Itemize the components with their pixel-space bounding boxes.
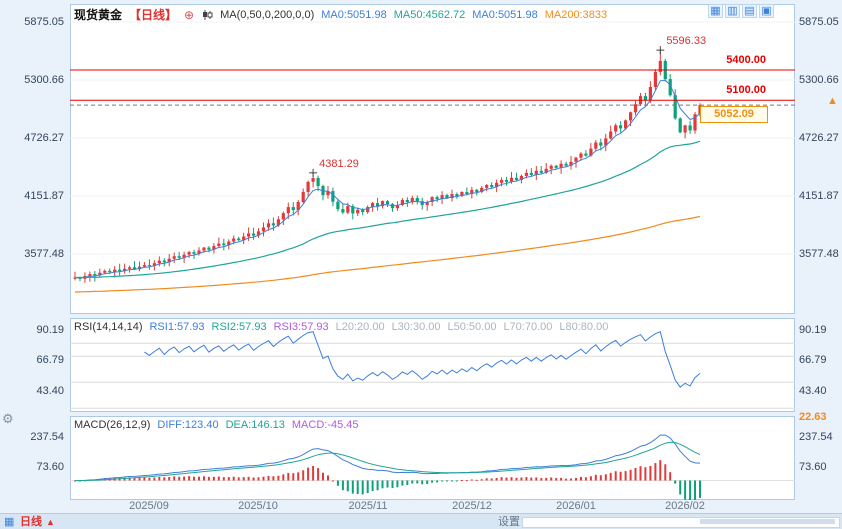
layout-grid-icon[interactable]: ▦	[708, 4, 723, 18]
ma50-value: MA50:4562.72	[393, 8, 466, 21]
horizontal-scrollbar[interactable]	[522, 517, 840, 528]
period-tab-arrow-icon[interactable]: ▲	[46, 517, 55, 527]
macd-dea-value: DEA:146.13	[225, 419, 285, 431]
price-axis-label: 4151.87	[24, 190, 64, 202]
period-tab-daily[interactable]: 日线	[20, 516, 42, 528]
price-axis-label: 5875.05	[799, 16, 839, 28]
rsi-current-value: 22.63	[799, 411, 827, 423]
price-axis-label: 5300.66	[799, 74, 839, 86]
macd-header: MACD(26,12,9) DIFF:123.40 DEA:146.13 MAC…	[74, 419, 359, 431]
macd-axis-label: 73.60	[36, 461, 64, 473]
time-axis-label: 2026/01	[556, 500, 596, 512]
rsi2-value: RSI2:57.93	[211, 321, 267, 333]
layout-columns-icon[interactable]: ▥	[725, 4, 740, 18]
rsi-title[interactable]: RSI(14,14,14)	[74, 321, 143, 333]
macd-axis-label: 237.54	[30, 431, 64, 443]
macd-axis-label: 73.60	[799, 461, 827, 473]
candlestick-icon	[203, 9, 213, 20]
rsi-l70-label: L70:70.00	[503, 321, 553, 333]
ma200-value: MA200:3833	[544, 8, 608, 21]
rsi-axis-label: 43.40	[799, 385, 827, 397]
indicator-gear-icon[interactable]: ⚙	[2, 411, 14, 426]
last-price-badge: 5052.09	[700, 106, 768, 123]
rsi-l80-label: L80:80.00	[559, 321, 609, 333]
rsi-l30-label: L30:30.00	[391, 321, 441, 333]
main-chart-panel[interactable]	[70, 4, 795, 314]
alert-line-label[interactable]: 5400.00	[726, 54, 766, 66]
layout-single-icon[interactable]: ▣	[759, 4, 774, 18]
time-axis-label: 2025/11	[348, 500, 388, 512]
time-axis-label: 2025/09	[129, 500, 169, 512]
symbol-name[interactable]: 现货黄金	[74, 8, 123, 22]
time-axis-label: 2026/02	[665, 500, 705, 512]
price-axis-label: 4726.27	[24, 132, 64, 144]
add-indicator-icon[interactable]: ⊕	[184, 7, 195, 22]
time-axis-label: 2025/12	[452, 500, 492, 512]
settings-button[interactable]: 设置	[498, 516, 520, 528]
macd-axis-label: 237.54	[799, 431, 833, 443]
price-axis-label: 3577.48	[799, 248, 839, 260]
ma0-value-2: MA0:5051.98	[472, 8, 538, 21]
ma0-value: MA0:5051.98	[321, 8, 387, 21]
period-label[interactable]: 【日线】	[129, 8, 178, 22]
chart-type-icon[interactable]: ▦	[4, 516, 15, 528]
alert-line-label[interactable]: 5100.00	[726, 84, 766, 96]
rsi1-value: RSI1:57.93	[149, 321, 205, 333]
ma-settings-label[interactable]: MA(0,50,0,200,0,0)	[220, 8, 315, 21]
price-axis-label: 5875.05	[24, 16, 64, 28]
rsi-axis-label: 90.19	[799, 324, 827, 336]
rsi-l20-label: L20:20.00	[335, 321, 385, 333]
price-axis-label: 4726.27	[799, 132, 839, 144]
macd-hist-value: MACD:-45.45	[291, 419, 359, 431]
chart-header: 现货黄金 【日线】 ⊕ MA(0,50,0,200,0,0) MA0:5051.…	[74, 6, 607, 23]
scrollbar-thumb[interactable]	[700, 519, 835, 524]
rsi-axis-label: 66.79	[799, 354, 827, 366]
macd-diff-value: DIFF:123.40	[157, 419, 219, 431]
price-axis-label: 3577.48	[24, 248, 64, 260]
price-axis-label: 5300.66	[24, 74, 64, 86]
rsi3-value: RSI3:57.93	[273, 321, 329, 333]
rsi-axis-label: 90.19	[36, 324, 64, 336]
layout-rows-icon[interactable]: ▤	[742, 4, 757, 18]
rsi-axis-label: 43.40	[36, 385, 64, 397]
latest-price-arrow-icon[interactable]: ▲	[827, 95, 838, 107]
macd-title[interactable]: MACD(26,12,9)	[74, 419, 151, 431]
rsi-header: RSI(14,14,14) RSI1:57.93 RSI2:57.93 RSI3…	[74, 321, 608, 333]
rsi-l50-label: L50:50.00	[447, 321, 497, 333]
rsi-axis-label: 66.79	[36, 354, 64, 366]
price-axis-label: 4151.87	[799, 190, 839, 202]
time-axis-label: 2025/10	[238, 500, 278, 512]
